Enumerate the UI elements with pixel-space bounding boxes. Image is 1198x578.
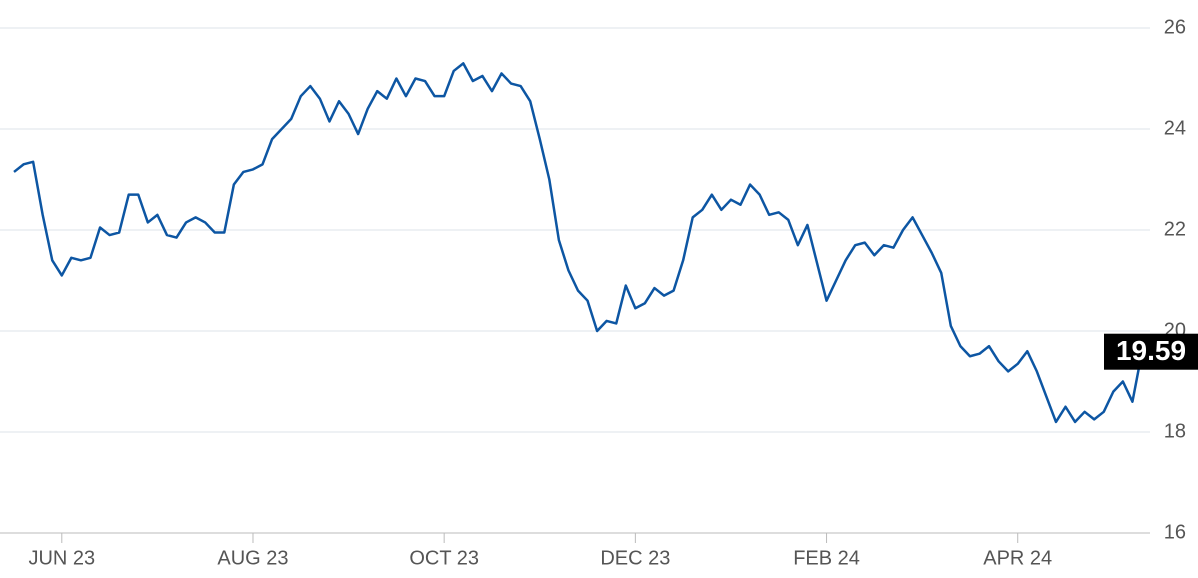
last-value-box <box>1104 333 1198 370</box>
price-line <box>13 62 1144 424</box>
y-tick-label: 26 <box>1164 16 1186 38</box>
last-value-label: 19.59 <box>1116 335 1186 366</box>
x-tick-label: DEC 23 <box>600 547 670 569</box>
y-tick-label: 18 <box>1164 420 1186 442</box>
y-tick-label: 16 <box>1164 521 1186 543</box>
x-tick-label: JUN 23 <box>28 547 95 569</box>
x-tick-label: AUG 23 <box>217 547 288 569</box>
x-tick-label: APR 24 <box>983 547 1052 569</box>
x-tick-label: OCT 23 <box>409 547 479 569</box>
y-tick-label: 22 <box>1164 218 1186 240</box>
x-tick-label: FEB 24 <box>793 547 860 569</box>
y-tick-label: 24 <box>1164 117 1186 139</box>
